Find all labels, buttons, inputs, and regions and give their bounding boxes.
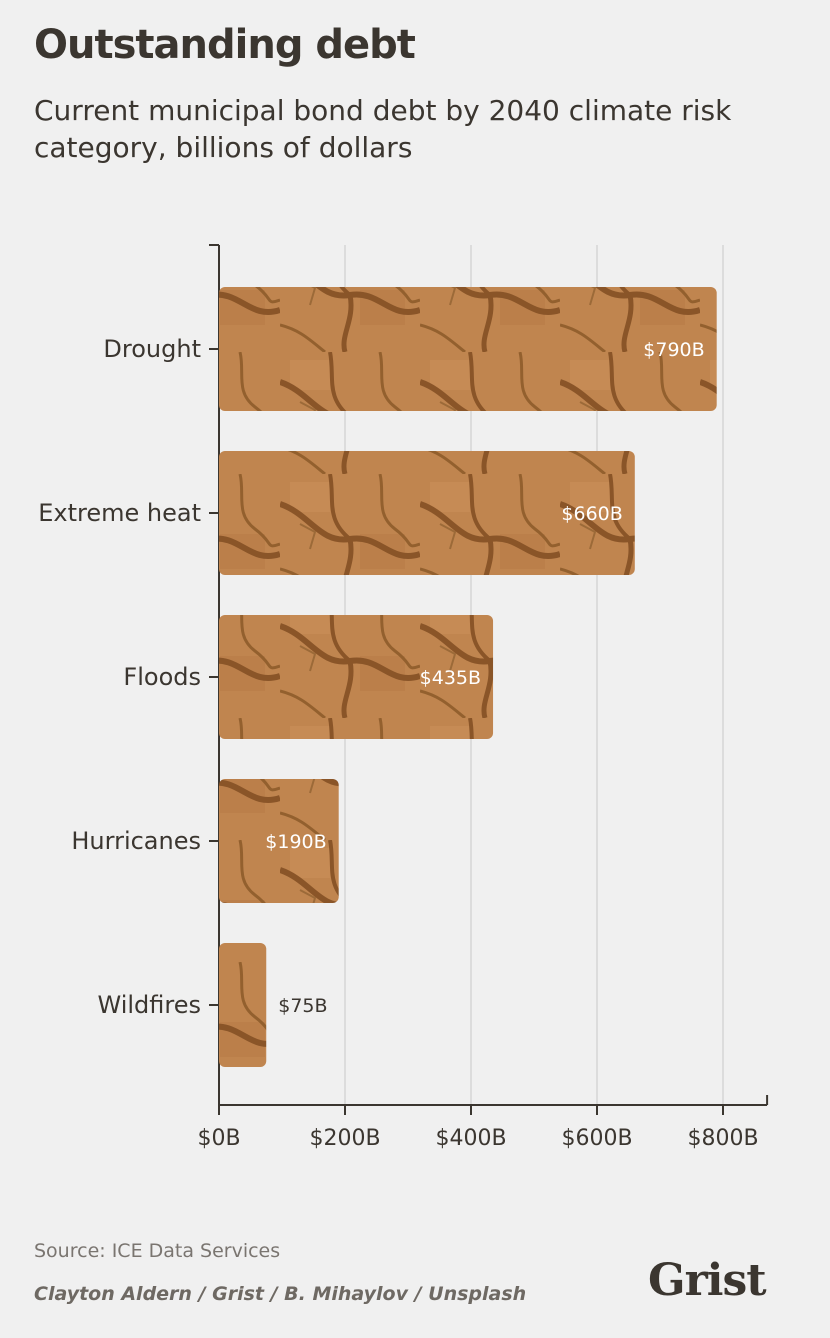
x-tick-label: $0B bbox=[197, 1126, 240, 1151]
bar bbox=[219, 615, 494, 739]
x-tick-label: $400B bbox=[435, 1126, 506, 1151]
credit-line: Clayton Aldern / Grist / B. Mihaylov / U… bbox=[34, 1283, 527, 1305]
data-label: $435B bbox=[420, 667, 481, 689]
data-label: $190B bbox=[265, 831, 326, 853]
category-label: Floods bbox=[123, 663, 201, 691]
x-tick-label: $600B bbox=[561, 1126, 632, 1151]
category-label: Hurricanes bbox=[71, 827, 201, 855]
bar-chart: $0B $200B $400B $600B $800B Drought $790B Extre… bbox=[38, 244, 769, 1151]
chart-title: Outstanding debt bbox=[34, 22, 416, 68]
bar bbox=[219, 779, 339, 903]
x-tick-label: $800B bbox=[687, 1126, 758, 1151]
source-note: Source: ICE Data Services bbox=[34, 1240, 281, 1262]
bar bbox=[219, 943, 267, 1067]
data-label: $660B bbox=[561, 503, 622, 525]
category-label: Wildfires bbox=[98, 991, 202, 1019]
x-tick-label: $200B bbox=[309, 1126, 380, 1151]
category-label: Drought bbox=[103, 335, 201, 363]
grist-logo: Grist bbox=[648, 1255, 767, 1306]
chart-subtitle: Current municipal bond debt by 2040 clim… bbox=[34, 94, 732, 164]
data-label: $75B bbox=[278, 995, 327, 1017]
category-label: Extreme heat bbox=[38, 499, 201, 527]
bar bbox=[219, 287, 717, 411]
bar bbox=[219, 451, 635, 575]
data-label: $790B bbox=[643, 339, 704, 361]
